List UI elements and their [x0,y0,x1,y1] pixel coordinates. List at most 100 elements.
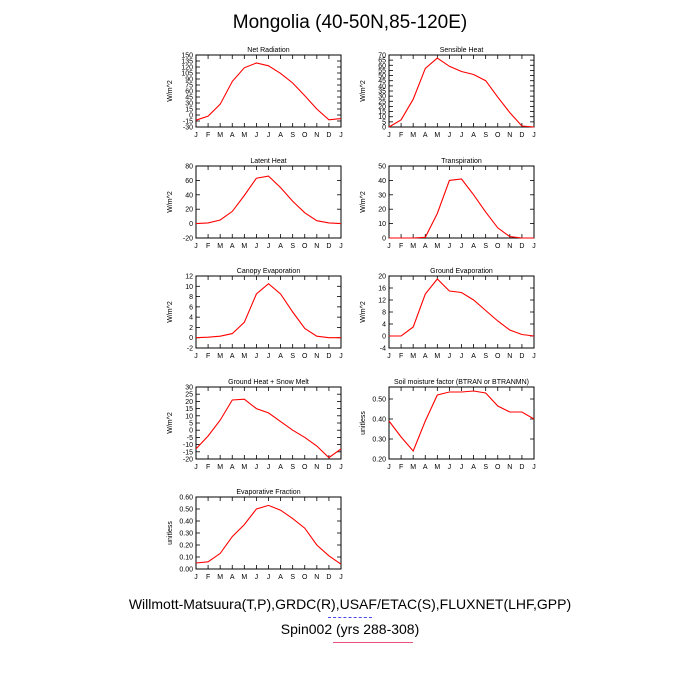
x-tick-label: S [290,574,295,581]
x-tick-label: M [241,132,247,139]
y-tick-label: 0.40 [372,417,386,424]
x-tick-label: J [194,574,198,581]
y-tick-label: 15 [378,109,386,116]
x-tick-label: J [255,464,259,471]
x-tick-label: J [532,132,536,139]
x-tick-label: A [423,353,428,360]
y-tick-label: 135 [181,59,193,66]
x-tick-label: F [399,132,403,139]
series-line [388,390,535,453]
x-tick-label: O [495,353,501,360]
y-axis-label: W/m^2 [360,80,367,102]
x-tick-label: A [471,353,476,360]
y-tick-label: 15 [185,107,193,114]
x-tick-label: J [194,243,198,250]
plot-frame [195,496,342,570]
x-tick-label: M [434,243,440,250]
x-tick-label: N [314,132,319,139]
x-tick-label: J [448,353,452,360]
x-tick-label: N [314,353,319,360]
x-tick-label: M [217,132,223,139]
x-tick-label: A [278,243,283,250]
y-tick-label: 0 [382,334,386,341]
y-tick-label: 45 [185,95,193,102]
y-tick-label: 20 [378,207,386,214]
y-axis-label: W/m^2 [167,80,174,102]
x-tick-label: D [519,132,524,139]
x-tick-label: A [230,464,235,471]
y-tick-label: 0 [382,236,386,243]
y-tick-label: 25 [378,99,386,106]
x-tick-label: M [410,353,416,360]
x-tick-label: O [302,243,308,250]
y-tick-label: 10 [185,284,193,291]
x-tick-label: J [387,353,391,360]
series-line [389,178,534,239]
panel-title: Canopy Evaporation [237,268,301,275]
x-tick-label: J [387,132,391,139]
x-tick-label: N [314,574,319,581]
x-tick-label: J [194,464,198,471]
y-tick-label: -4 [380,346,386,353]
x-tick-label: J [194,132,198,139]
x-tick-label: F [399,464,403,471]
y-tick-label: 5 [189,421,193,428]
x-tick-label: D [519,243,524,250]
x-tick-label: S [483,464,488,471]
y-tick-label: -15 [183,449,193,456]
y-tick-label: 0.50 [372,397,386,404]
data-sources-label: Willmott-Matsuura(T,P),GRDC(R),USAF/ETAC… [128,596,572,612]
y-tick-label: 0.20 [179,543,193,550]
x-tick-label: F [206,574,210,581]
y-tick-label: 0.00 [179,567,193,574]
series-line [195,62,342,121]
x-tick-label: J [460,353,464,360]
x-tick-label: J [267,464,271,471]
x-tick-label: J [255,353,259,360]
x-tick-label: S [290,464,295,471]
y-tick-label: 40 [378,178,386,185]
plot-frame [195,275,342,349]
x-tick-label: M [241,574,247,581]
x-tick-label: J [194,353,198,360]
x-tick-label: S [290,132,295,139]
series-line [195,398,342,459]
panel-title: Soil moisture factor (BTRAN or BTRANMN) [394,379,529,386]
x-tick-label: A [423,132,428,139]
x-tick-label: O [495,464,501,471]
x-tick-label: J [387,464,391,471]
run-label: Spin002 (yrs 288-308) [280,621,420,637]
legend-line-pink [333,642,413,643]
x-tick-label: J [255,132,259,139]
y-tick-label: 15 [185,406,193,413]
chart-panel: Sensible Heat W/m^2 0510152025303540455055… [360,47,536,139]
y-tick-label: 20 [378,274,386,281]
y-tick-label: 20 [378,104,386,111]
y-tick-label: 0.30 [372,437,386,444]
x-tick-label: J [339,353,343,360]
x-tick-label: F [206,243,210,250]
y-tick-label: 0.20 [372,457,386,464]
x-tick-label: A [423,464,428,471]
x-tick-label: A [278,574,283,581]
x-tick-label: O [302,353,308,360]
y-tick-label: 40 [378,83,386,90]
y-tick-label: 0 [189,428,193,435]
y-tick-label: 0 [189,221,193,228]
y-tick-label: 10 [378,221,386,228]
series-line [388,57,535,128]
x-tick-label: F [399,243,403,250]
series-line [195,175,342,225]
x-tick-label: N [507,464,512,471]
x-tick-label: A [471,243,476,250]
panel-title: Transpiration [441,158,482,165]
y-tick-label: 8 [189,294,193,301]
panel-title: Sensible Heat [440,47,484,54]
y-tick-label: 0.10 [179,555,193,562]
x-tick-label: J [532,353,536,360]
y-tick-label: -10 [183,442,193,449]
y-tick-label: 4 [189,315,193,322]
